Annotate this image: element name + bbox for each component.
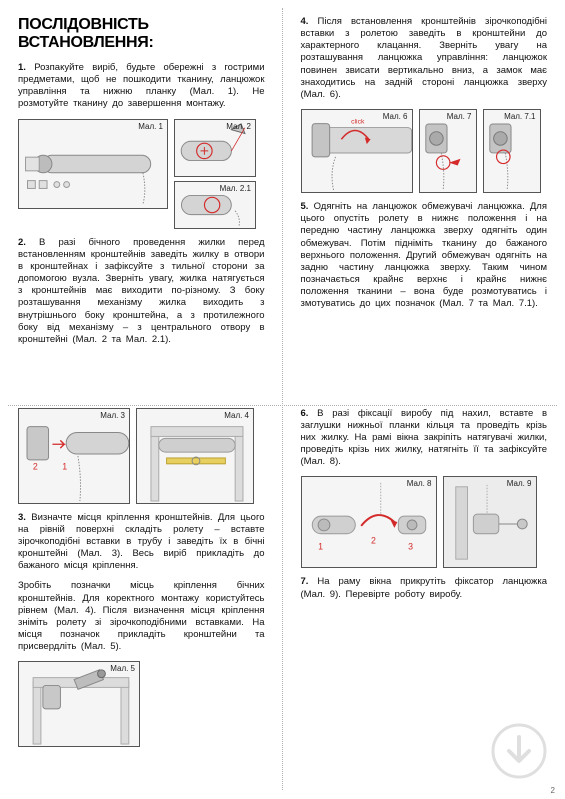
step-3b-body: Зробіть позначки місць кріплення бічних …	[18, 580, 265, 652]
step-1-body: Розпакуйте виріб, будьте обережні з гост…	[18, 62, 265, 109]
figure-8-label: Мал. 8	[407, 479, 432, 488]
figure-5: Мал. 5	[18, 661, 140, 747]
step-4-body: Після встановлення кронштейнів зірочкопо…	[301, 16, 548, 100]
step-6-text: 6. В разі фіксації виробу під нахил, вст…	[301, 408, 548, 469]
figure-2-label: Мал. 2	[226, 122, 251, 131]
figure-4: Мал. 4	[136, 408, 254, 504]
fig-row-5: Мал. 5	[18, 661, 265, 747]
watermark-icon	[491, 723, 547, 779]
fig-row-6-7: Мал. 6 click Мал. 7	[301, 109, 548, 193]
figure-2: Мал. 2	[174, 119, 256, 177]
figure-6: Мал. 6 click	[301, 109, 413, 193]
vertical-divider	[282, 8, 283, 790]
figure-4-label: Мал. 4	[224, 411, 249, 420]
step-3a-body: Визначте місця кріплення кронштейнів. Дл…	[18, 512, 265, 572]
figure-6-label: Мал. 6	[383, 112, 408, 121]
step-7-body: На раму вікна прикрутіть фіксатор ланцюж…	[301, 576, 548, 599]
horizontal-divider	[8, 405, 557, 406]
quadrant-bottom-right: 6. В разі фіксації виробу під нахил, вст…	[283, 398, 565, 799]
step-3a-text: 3. Визначте місця кріплення кронштейнів.…	[18, 512, 265, 573]
svg-text:2: 2	[370, 536, 375, 546]
click-label: click	[351, 119, 365, 126]
figure-1-label: Мал. 1	[138, 122, 163, 131]
step-5-body: Одягніть на ланцюжок обмежувачі ланцюжка…	[301, 201, 548, 309]
quadrant-top-left: ПОСЛІДОВНІСТЬ ВСТАНОВЛЕННЯ: 1. Розпакуйт…	[0, 0, 283, 398]
fig-row-1: Мал. 1 Мал. 2	[18, 119, 265, 229]
svg-text:1: 1	[318, 542, 323, 552]
figure-3: Мал. 3 2 1	[18, 408, 130, 504]
fig-row-3-4: Мал. 3 2 1 Мал. 4	[18, 408, 265, 504]
step-4-text: 4. Після встановлення кронштейнів зірочк…	[301, 16, 548, 101]
figure-8: Мал. 8 1 2 3	[301, 476, 437, 568]
step-1-text: 1. Розпакуйте виріб, будьте обережні з г…	[18, 62, 265, 111]
figure-5-label: Мал. 5	[110, 664, 135, 673]
svg-text:1: 1	[62, 461, 67, 471]
figure-2-1: Мал. 2.1	[174, 181, 256, 229]
figure-7-1-label: Мал. 7.1	[504, 112, 535, 121]
figure-2-1-label: Мал. 2.1	[220, 184, 251, 193]
quadrant-bottom-left: Мал. 3 2 1 Мал. 4	[0, 398, 283, 799]
step-6-body: В разі фіксації виробу під нахил, вставт…	[301, 408, 548, 468]
page-number: 2	[551, 786, 555, 795]
step-3b-text: Зробіть позначки місць кріплення бічних …	[18, 580, 265, 653]
figure-7: Мал. 7	[419, 109, 477, 193]
step-7-text: 7. На раму вікна прикрутіть фіксатор лан…	[301, 576, 548, 600]
figure-1: Мал. 1	[18, 119, 168, 209]
page-title: ПОСЛІДОВНІСТЬ ВСТАНОВЛЕННЯ:	[18, 16, 265, 52]
figure-7-1: Мал. 7.1	[483, 109, 541, 193]
step-2-text: 2. В разі бічного проведення жилки перед…	[18, 237, 265, 346]
figure-9: Мал. 9	[443, 476, 537, 568]
quadrant-top-right: 4. Після встановлення кронштейнів зірочк…	[283, 0, 565, 398]
figure-7-label: Мал. 7	[447, 112, 472, 121]
step-2-body: В разі бічного проведення жилки перед вс…	[18, 237, 265, 345]
step-5-text: 5. Одягніть на ланцюжок обмежувачі ланцю…	[301, 201, 548, 310]
svg-text:3: 3	[408, 542, 413, 552]
figure-9-label: Мал. 9	[507, 479, 532, 488]
fig-row-8-9: Мал. 8 1 2 3 Мал. 9	[301, 476, 548, 568]
svg-text:2: 2	[33, 461, 38, 471]
figure-3-label: Мал. 3	[100, 411, 125, 420]
